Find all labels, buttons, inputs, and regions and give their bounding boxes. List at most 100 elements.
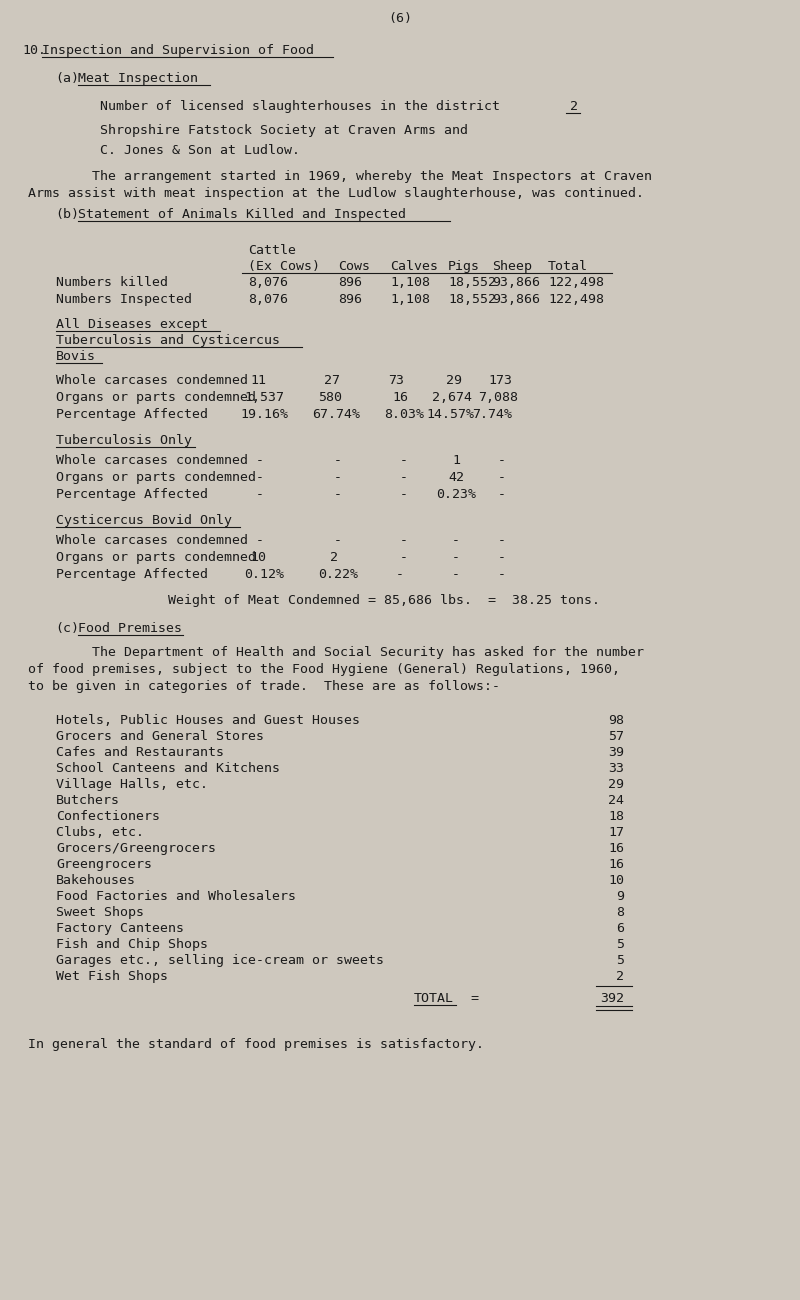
Text: The arrangement started in 1969, whereby the Meat Inspectors at Craven: The arrangement started in 1969, whereby…	[28, 170, 652, 183]
Text: 1,108: 1,108	[390, 276, 430, 289]
Text: Butchers: Butchers	[56, 794, 120, 807]
Text: Organs or parts condemned: Organs or parts condemned	[56, 391, 256, 404]
Text: 18,552: 18,552	[448, 276, 496, 289]
Text: Calves: Calves	[390, 260, 438, 273]
Text: Bakehouses: Bakehouses	[56, 874, 136, 887]
Text: -: -	[400, 488, 408, 500]
Text: 16: 16	[608, 842, 624, 855]
Text: 73: 73	[388, 374, 404, 387]
Text: School Canteens and Kitchens: School Canteens and Kitchens	[56, 762, 280, 775]
Text: -: -	[498, 551, 506, 564]
Text: (6): (6)	[388, 12, 412, 25]
Text: (a): (a)	[55, 72, 79, 84]
Text: -: -	[498, 454, 506, 467]
Text: 39: 39	[608, 746, 624, 759]
Text: (Ex Cows): (Ex Cows)	[248, 260, 320, 273]
Text: Organs or parts condemned: Organs or parts condemned	[56, 471, 256, 484]
Text: Fish and Chip Shops: Fish and Chip Shops	[56, 939, 208, 952]
Text: Percentage Affected: Percentage Affected	[56, 488, 208, 500]
Text: 10: 10	[250, 551, 266, 564]
Text: 18: 18	[608, 810, 624, 823]
Text: Factory Canteens: Factory Canteens	[56, 922, 184, 935]
Text: Shropshire Fatstock Society at Craven Arms and: Shropshire Fatstock Society at Craven Ar…	[100, 124, 468, 136]
Text: In general the standard of food premises is satisfactory.: In general the standard of food premises…	[28, 1037, 484, 1050]
Text: -: -	[256, 471, 264, 484]
Text: 6: 6	[616, 922, 624, 935]
Text: 16: 16	[392, 391, 408, 404]
Text: -: -	[452, 534, 460, 547]
Text: 14.57%: 14.57%	[426, 408, 474, 421]
Text: 173: 173	[488, 374, 512, 387]
Text: Confectioners: Confectioners	[56, 810, 160, 823]
Text: (b): (b)	[55, 208, 79, 221]
Text: 8: 8	[616, 906, 624, 919]
Text: 8.03%: 8.03%	[384, 408, 424, 421]
Text: Greengrocers: Greengrocers	[56, 858, 152, 871]
Text: Village Halls, etc.: Village Halls, etc.	[56, 777, 208, 790]
Text: 18,552: 18,552	[448, 292, 496, 306]
Text: -: -	[400, 551, 408, 564]
Text: 2: 2	[570, 100, 578, 113]
Text: Whole carcases condemned: Whole carcases condemned	[56, 374, 248, 387]
Text: Weight of Meat Condemned = 85,686 lbs.  =  38.25 tons.: Weight of Meat Condemned = 85,686 lbs. =…	[168, 594, 600, 607]
Text: -: -	[400, 454, 408, 467]
Text: 93,866: 93,866	[492, 292, 540, 306]
Text: Whole carcases condemned: Whole carcases condemned	[56, 534, 248, 547]
Text: 17: 17	[608, 826, 624, 838]
Text: Clubs, etc.: Clubs, etc.	[56, 826, 144, 838]
Text: -: -	[256, 488, 264, 500]
Text: Meat Inspection: Meat Inspection	[78, 72, 198, 84]
Text: -: -	[400, 534, 408, 547]
Text: -: -	[498, 471, 506, 484]
Text: 5: 5	[616, 954, 624, 967]
Text: -: -	[334, 471, 342, 484]
Text: Sweet Shops: Sweet Shops	[56, 906, 144, 919]
Text: Numbers killed: Numbers killed	[56, 276, 168, 289]
Text: TOTAL: TOTAL	[414, 992, 454, 1005]
Text: 896: 896	[338, 276, 362, 289]
Text: to be given in categories of trade.  These are as follows:-: to be given in categories of trade. Thes…	[28, 680, 500, 693]
Text: Inspection and Supervision of Food: Inspection and Supervision of Food	[42, 44, 314, 57]
Text: 5: 5	[616, 939, 624, 952]
Text: 16: 16	[608, 858, 624, 871]
Text: Organs or parts condemned: Organs or parts condemned	[56, 551, 256, 564]
Text: 8,076: 8,076	[248, 276, 288, 289]
Text: =: =	[470, 992, 478, 1005]
Text: (c): (c)	[55, 621, 79, 634]
Text: 2: 2	[330, 551, 338, 564]
Text: Cows: Cows	[338, 260, 370, 273]
Text: Bovis: Bovis	[56, 350, 96, 363]
Text: -: -	[452, 568, 460, 581]
Text: Total: Total	[548, 260, 588, 273]
Text: -: -	[452, 551, 460, 564]
Text: Wet Fish Shops: Wet Fish Shops	[56, 970, 168, 983]
Text: 2,674: 2,674	[432, 391, 472, 404]
Text: 7,088: 7,088	[478, 391, 518, 404]
Text: Hotels, Public Houses and Guest Houses: Hotels, Public Houses and Guest Houses	[56, 714, 360, 727]
Text: -: -	[256, 534, 264, 547]
Text: 24: 24	[608, 794, 624, 807]
Text: 10.: 10.	[22, 44, 46, 57]
Text: -: -	[498, 568, 506, 581]
Text: 1,537: 1,537	[244, 391, 284, 404]
Text: 19.16%: 19.16%	[240, 408, 288, 421]
Text: 67.74%: 67.74%	[312, 408, 360, 421]
Text: Cattle: Cattle	[248, 244, 296, 257]
Text: 33: 33	[608, 762, 624, 775]
Text: 896: 896	[338, 292, 362, 306]
Text: 0.23%: 0.23%	[436, 488, 476, 500]
Text: Number of licensed slaughterhouses in the district: Number of licensed slaughterhouses in th…	[100, 100, 500, 113]
Text: Cysticercus Bovid Only: Cysticercus Bovid Only	[56, 514, 232, 526]
Text: Grocers and General Stores: Grocers and General Stores	[56, 731, 264, 744]
Text: 11: 11	[250, 374, 266, 387]
Text: 2: 2	[616, 970, 624, 983]
Text: Food Premises: Food Premises	[78, 621, 182, 634]
Text: Tuberculosis Only: Tuberculosis Only	[56, 434, 192, 447]
Text: Numbers Inspected: Numbers Inspected	[56, 292, 192, 306]
Text: C. Jones & Son at Ludlow.: C. Jones & Son at Ludlow.	[100, 144, 300, 157]
Text: 93,866: 93,866	[492, 276, 540, 289]
Text: Percentage Affected: Percentage Affected	[56, 408, 208, 421]
Text: -: -	[498, 488, 506, 500]
Text: All Diseases except: All Diseases except	[56, 318, 208, 332]
Text: of food premises, subject to the Food Hygiene (General) Regulations, 1960,: of food premises, subject to the Food Hy…	[28, 663, 620, 676]
